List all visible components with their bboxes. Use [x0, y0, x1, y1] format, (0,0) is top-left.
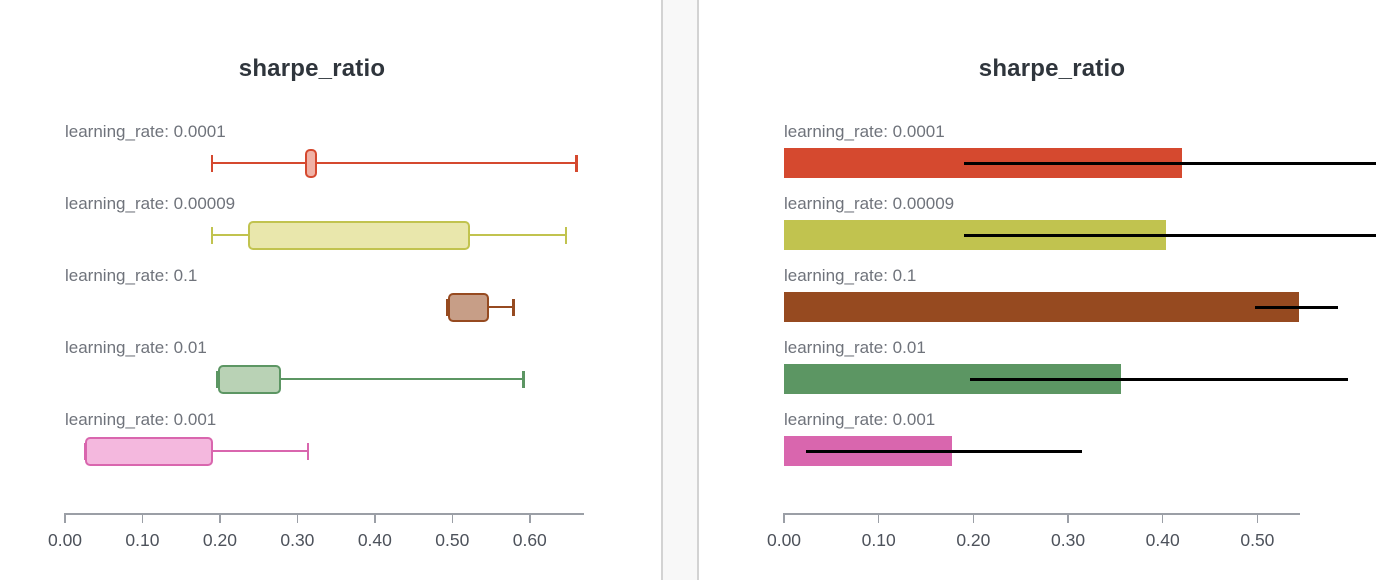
x-axis-tick [1256, 513, 1259, 523]
row-label: learning_rate: 0.001 [65, 410, 217, 429]
error-bar [1254, 305, 1338, 309]
box-whisker-line [217, 377, 524, 381]
x-axis-tick-label: 0.00 [47, 530, 83, 550]
box-iqr[interactable] [217, 364, 282, 394]
row-label: learning_rate: 0.01 [65, 338, 207, 357]
box-iqr[interactable] [447, 292, 489, 322]
error-bar [963, 233, 1376, 237]
x-axis-tick [1067, 513, 1069, 523]
panel-box-plot[interactable]: sharpe_ratio learning_rate: 0.0001 learni… [0, 0, 661, 580]
box-whisker-cap [210, 226, 214, 244]
x-axis-line [784, 513, 1300, 515]
box-plot-area: learning_rate: 0.0001 learning_rate: 0.00… [0, 0, 661, 580]
row-label: learning_rate: 0.1 [784, 266, 917, 285]
x-axis-tick [219, 513, 221, 523]
x-axis-tick [972, 513, 975, 523]
box-whisker-cap [306, 442, 310, 460]
panel-divider[interactable] [661, 0, 699, 580]
x-axis-tick [374, 513, 376, 523]
x-axis-tick-label: 0.10 [861, 530, 896, 550]
x-axis-tick [141, 513, 144, 523]
x-axis-tick-label: 0.30 [280, 530, 315, 550]
row-label: learning_rate: 0.0001 [784, 122, 945, 141]
x-axis-tick-label: 0.60 [512, 530, 547, 550]
error-bar [969, 377, 1349, 381]
x-axis-tick-label: 0.50 [1240, 530, 1275, 550]
x-axis-line [65, 513, 584, 515]
box-whisker-cap [512, 298, 515, 316]
bar-chart-area: learning_rate: 0.0001 learning_rate: 0.00… [699, 0, 1376, 580]
error-bar [963, 161, 1376, 165]
row-label: learning_rate: 0.001 [784, 410, 936, 429]
x-axis-tick [529, 513, 531, 523]
x-axis-tick-label: 0.40 [357, 530, 392, 550]
row-label: learning_rate: 0.1 [65, 266, 198, 285]
bar[interactable] [784, 292, 1300, 322]
error-bar [805, 449, 1083, 453]
x-axis-tick [1161, 513, 1164, 523]
row-label: learning_rate: 0.01 [784, 338, 926, 357]
chart-title: sharpe_ratio [978, 55, 1126, 82]
x-axis-tick [296, 513, 299, 523]
box-whisker-cap [522, 370, 525, 388]
x-axis-tick [451, 513, 454, 523]
box-whisker-cap [575, 154, 578, 172]
panel-bar-chart[interactable]: sharpe_ratio learning_rate: 0.0001 learni… [699, 0, 1376, 580]
chart-title: sharpe_ratio [238, 55, 386, 82]
box-iqr[interactable] [305, 148, 317, 178]
row-label: learning_rate: 0.00009 [784, 194, 955, 213]
x-axis-tick-label: 0.20 [956, 530, 991, 550]
x-axis-tick-label: 0.20 [202, 530, 237, 550]
box-whisker-cap [210, 154, 214, 172]
box-iqr[interactable] [85, 436, 213, 466]
x-axis-tick [877, 513, 880, 523]
x-axis-tick [64, 513, 66, 523]
box-whisker-cap [564, 226, 568, 244]
row-label: learning_rate: 0.0001 [65, 122, 226, 141]
row-label: learning_rate: 0.00009 [65, 194, 236, 213]
x-axis-tick [783, 513, 785, 523]
box-iqr[interactable] [247, 220, 471, 250]
x-axis-tick-label: 0.30 [1051, 530, 1086, 550]
x-axis-tick-label: 0.10 [125, 530, 160, 550]
x-axis-tick-label: 0.40 [1145, 530, 1180, 550]
x-axis-tick-label: 0.00 [766, 530, 802, 550]
box-whisker-line [212, 161, 577, 165]
x-axis-tick-label: 0.50 [435, 530, 470, 550]
